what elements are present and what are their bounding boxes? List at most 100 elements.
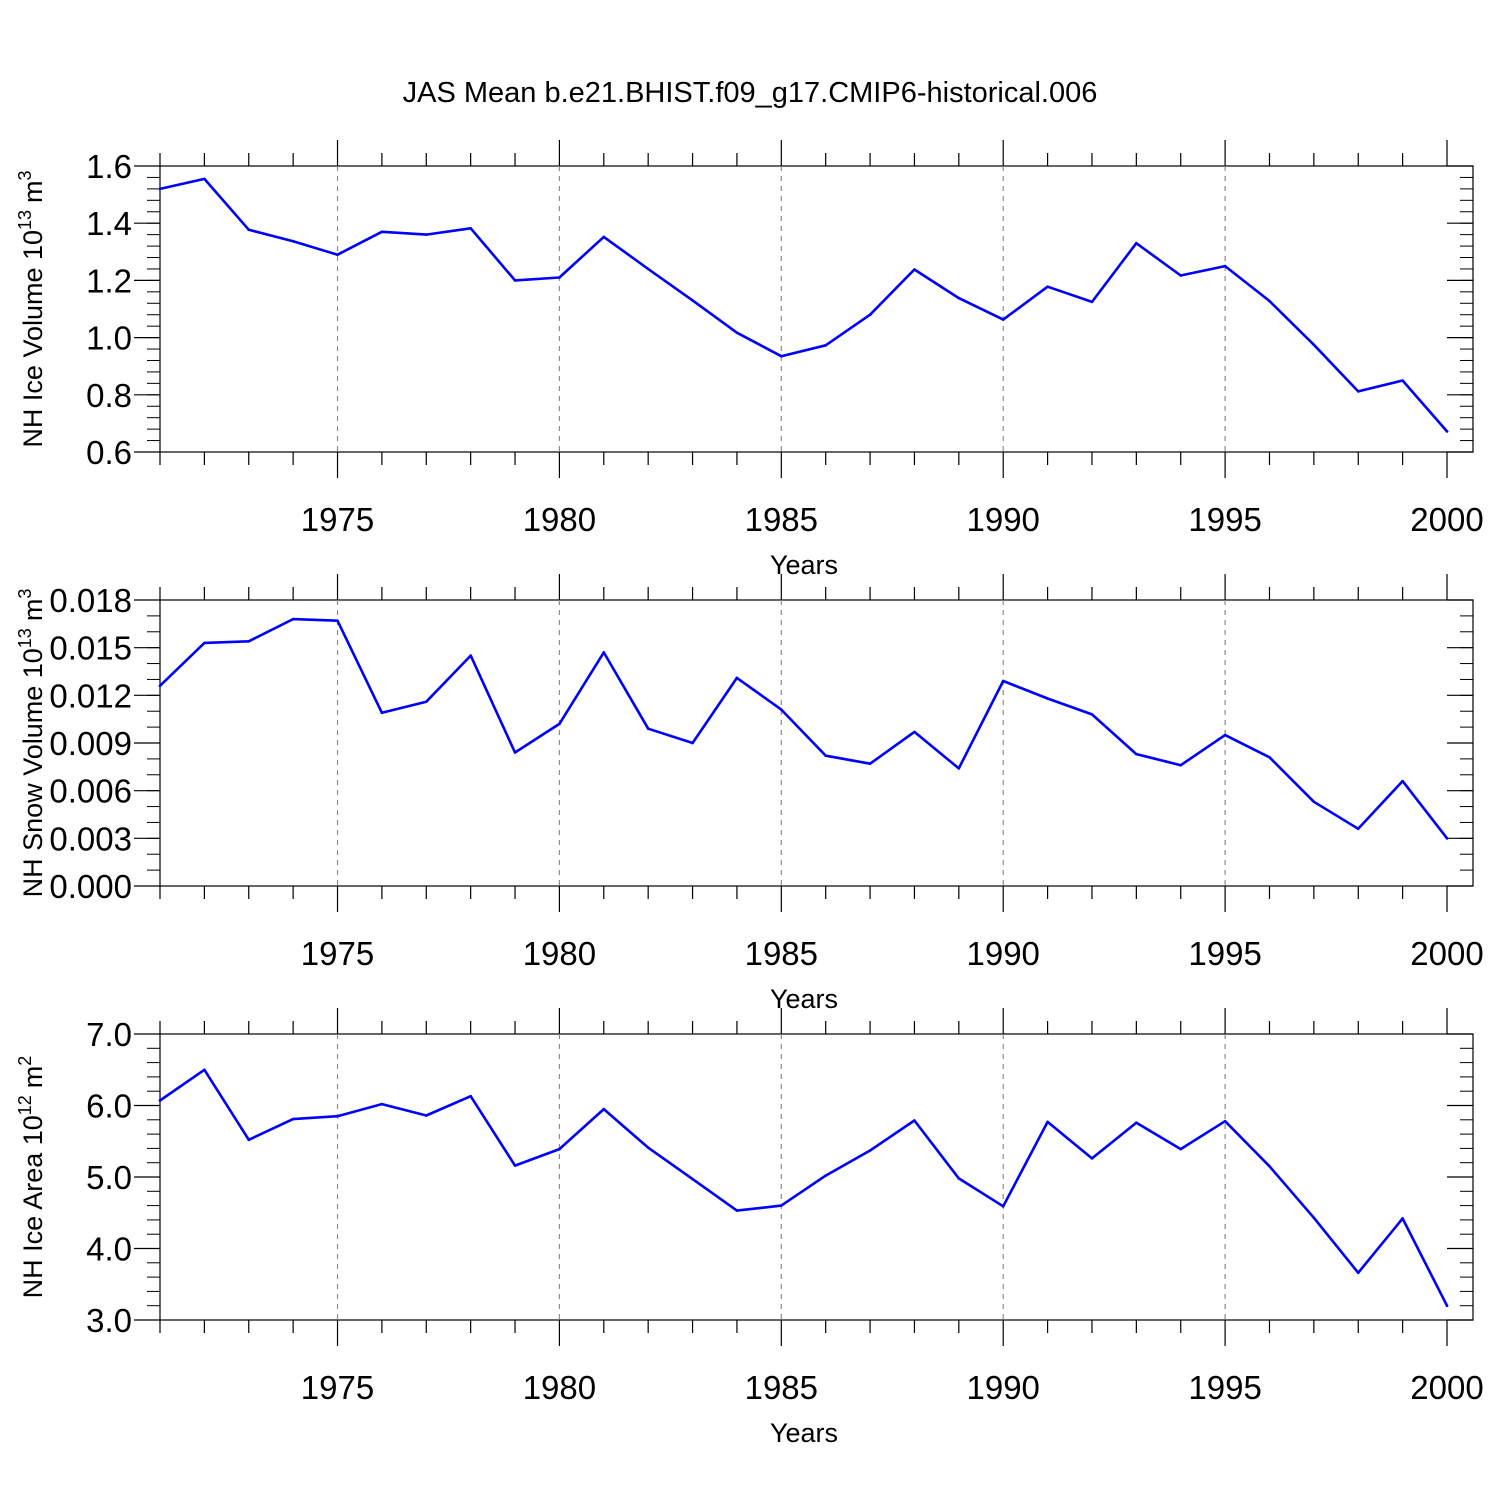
x-tick-label: 1975 bbox=[301, 935, 374, 972]
x-tick-label: 1995 bbox=[1188, 1369, 1261, 1406]
data-point bbox=[558, 722, 561, 726]
data-point bbox=[558, 276, 561, 279]
x-tick-label: 1980 bbox=[523, 935, 596, 972]
x-tick-label: 2000 bbox=[1410, 501, 1483, 538]
data-point bbox=[735, 1209, 739, 1212]
data-point bbox=[1223, 264, 1227, 268]
x-tick-label: 1995 bbox=[1188, 501, 1261, 538]
data-point bbox=[1445, 837, 1449, 840]
y-tick-label: 1.6 bbox=[86, 148, 132, 185]
y-tick-label: 0.018 bbox=[49, 582, 132, 619]
panel-ice-volume: 1975 1980 1985 1990 1995 2000 0.6 0.8 1.0 1.2 1.4 1… bbox=[15, 140, 1484, 580]
data-point bbox=[1001, 318, 1005, 321]
data-point bbox=[469, 227, 472, 230]
data-point bbox=[646, 267, 650, 271]
y-tick-label: 0.015 bbox=[49, 630, 132, 667]
x-tick-label: 1975 bbox=[301, 1369, 374, 1406]
y-tick-label: 1.0 bbox=[86, 320, 132, 357]
data-point bbox=[1356, 390, 1360, 393]
y-axis-title-unit-exponent: 3 bbox=[15, 589, 35, 599]
data-point bbox=[1312, 800, 1316, 804]
data-point bbox=[380, 1102, 384, 1106]
x-tick-label: 1990 bbox=[966, 935, 1039, 972]
y-tick-label: 3.0 bbox=[86, 1302, 132, 1339]
y-axis-title: NH Snow Volume 1013 m3 bbox=[15, 589, 48, 898]
y-tick-label: 4.0 bbox=[86, 1231, 132, 1268]
data-point bbox=[1135, 241, 1138, 245]
data-point bbox=[646, 1146, 650, 1149]
data-point bbox=[291, 617, 295, 621]
y-tick-label: 7.0 bbox=[86, 1016, 132, 1053]
data-point bbox=[1268, 299, 1271, 303]
x-tick-label: 2000 bbox=[1410, 935, 1483, 972]
x-tick-label: 1985 bbox=[745, 935, 818, 972]
data-point bbox=[1401, 379, 1404, 382]
data-point bbox=[602, 1107, 606, 1111]
data-point bbox=[424, 1114, 428, 1117]
data-point bbox=[1268, 1164, 1271, 1168]
data-point bbox=[336, 1114, 339, 1118]
x-tick-label: 1980 bbox=[523, 501, 596, 538]
data-point bbox=[424, 233, 428, 236]
y-tick-label: 0.8 bbox=[86, 377, 132, 414]
plot-frame bbox=[159, 165, 1474, 453]
data-point bbox=[780, 708, 783, 711]
data-point bbox=[824, 344, 827, 347]
data-point bbox=[1135, 752, 1138, 756]
y-tick-label: 5.0 bbox=[86, 1159, 132, 1196]
data-point bbox=[513, 1164, 517, 1167]
x-axis-title: Years bbox=[770, 1418, 838, 1448]
panel-snow-volume: 1975 1980 1985 1990 1995 2000 0.000 0.003 0.006 0… bbox=[15, 574, 1484, 1014]
y-axis-title-exponent: 13 bbox=[15, 628, 35, 648]
series-line bbox=[158, 177, 1449, 433]
data-point bbox=[1046, 1120, 1049, 1124]
data-point bbox=[1001, 1205, 1005, 1208]
data-point bbox=[1356, 1271, 1360, 1275]
y-tick-label: 1.4 bbox=[86, 205, 132, 242]
panel-ice-area: 1975 1980 1985 1990 1995 2000 3.0 4.0 5.0 6.0 7.0 Y… bbox=[15, 1008, 1484, 1448]
data-point bbox=[868, 1149, 872, 1152]
x-tick-label: 1985 bbox=[745, 1369, 818, 1406]
data-point bbox=[1312, 343, 1316, 347]
data-point bbox=[1046, 697, 1049, 700]
y-tick-label: 0.6 bbox=[86, 434, 132, 471]
data-point bbox=[646, 727, 650, 730]
data-point bbox=[469, 654, 472, 657]
y-axis-title: NH Ice Volume 1013 m3 bbox=[15, 170, 48, 447]
plot-frame bbox=[159, 599, 1474, 887]
data-point bbox=[780, 354, 783, 358]
data-point bbox=[558, 1147, 561, 1151]
data-point bbox=[1046, 285, 1049, 288]
data-point bbox=[380, 230, 384, 234]
data-point bbox=[291, 1117, 295, 1121]
y-tick-label: 1.2 bbox=[86, 262, 132, 299]
data-point bbox=[868, 762, 872, 765]
data-point bbox=[247, 228, 251, 232]
plot-frame bbox=[159, 1033, 1474, 1321]
y-axis-title-exponent: 13 bbox=[15, 210, 35, 230]
data-point bbox=[913, 1119, 916, 1122]
series-line bbox=[158, 617, 1449, 840]
data-point bbox=[1268, 756, 1271, 759]
data-point bbox=[1135, 1121, 1138, 1124]
y-axis-title-text: NH Ice Volume 10 bbox=[18, 230, 48, 448]
y-axis-title-text: NH Ice Area 10 bbox=[18, 1115, 48, 1298]
y-tick-label: 0.003 bbox=[49, 820, 132, 857]
x-tick-label: 2000 bbox=[1410, 1369, 1483, 1406]
x-tick-label: 1985 bbox=[745, 501, 818, 538]
y-axis-title-unit-exponent: 2 bbox=[15, 1056, 35, 1066]
data-point bbox=[1179, 1147, 1183, 1151]
data-point bbox=[336, 619, 339, 622]
y-tick-label: 0.009 bbox=[49, 725, 132, 762]
data-point bbox=[513, 279, 517, 282]
series-line bbox=[158, 1068, 1449, 1307]
x-tick-label: 1990 bbox=[966, 501, 1039, 538]
data-point bbox=[1090, 713, 1094, 716]
data-point bbox=[1312, 1216, 1316, 1220]
data-point bbox=[735, 676, 739, 680]
data-point bbox=[158, 187, 162, 191]
figure-title: JAS Mean b.e21.BHIST.f09_g17.CMIP6-histo… bbox=[403, 77, 1098, 109]
y-axis-title-text: NH Snow Volume 10 bbox=[18, 648, 48, 897]
data-point bbox=[1179, 763, 1183, 767]
